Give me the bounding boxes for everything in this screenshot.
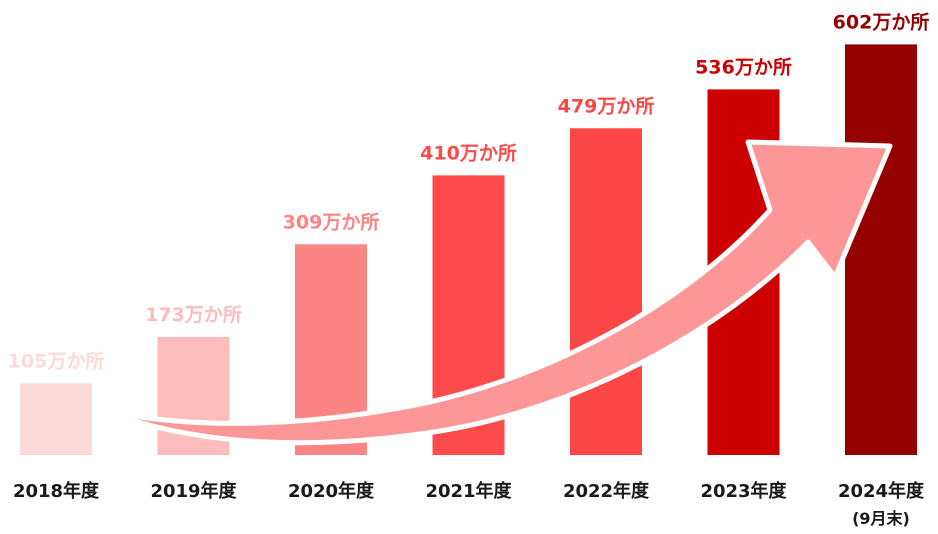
trend-arrow xyxy=(99,139,893,446)
value-label-2023年度: 536万か所 xyxy=(695,56,792,78)
value-label-2021年度: 410万か所 xyxy=(420,142,517,164)
trend-arrow-layer xyxy=(99,139,893,446)
bar-2024年度 xyxy=(845,44,917,456)
category-label-2023年度: 2023年度 xyxy=(700,480,787,502)
category-label-2024年度: 2024年度 xyxy=(838,480,925,502)
category-label-2020年度: 2020年度 xyxy=(288,480,375,502)
category-note-2024年度: (9月末) xyxy=(852,509,910,528)
value-label-2024年度: 602万か所 xyxy=(833,11,930,33)
value-labels-group: 105万か所 173万か所 309万か所 410万か所 479万か所 536万か所 602万… xyxy=(8,11,930,372)
bar-2018年度 xyxy=(20,383,92,455)
bar-2022年度 xyxy=(570,128,642,456)
value-label-2022年度: 479万か所 xyxy=(558,95,655,117)
category-label-2022年度: 2022年度 xyxy=(563,480,650,502)
category-label-2019年度: 2019年度 xyxy=(150,480,237,502)
category-label-2021年度: 2021年度 xyxy=(425,480,512,502)
value-label-2018年度: 105万か所 xyxy=(8,350,105,372)
category-labels-group: 2018年度 2019年度 2020年度 2021年度 2022年度 2023年度 2024… xyxy=(13,480,925,528)
category-label-2018年度: 2018年度 xyxy=(13,480,100,502)
value-label-2020年度: 309万か所 xyxy=(283,211,380,233)
value-label-2019年度: 173万か所 xyxy=(145,304,242,326)
